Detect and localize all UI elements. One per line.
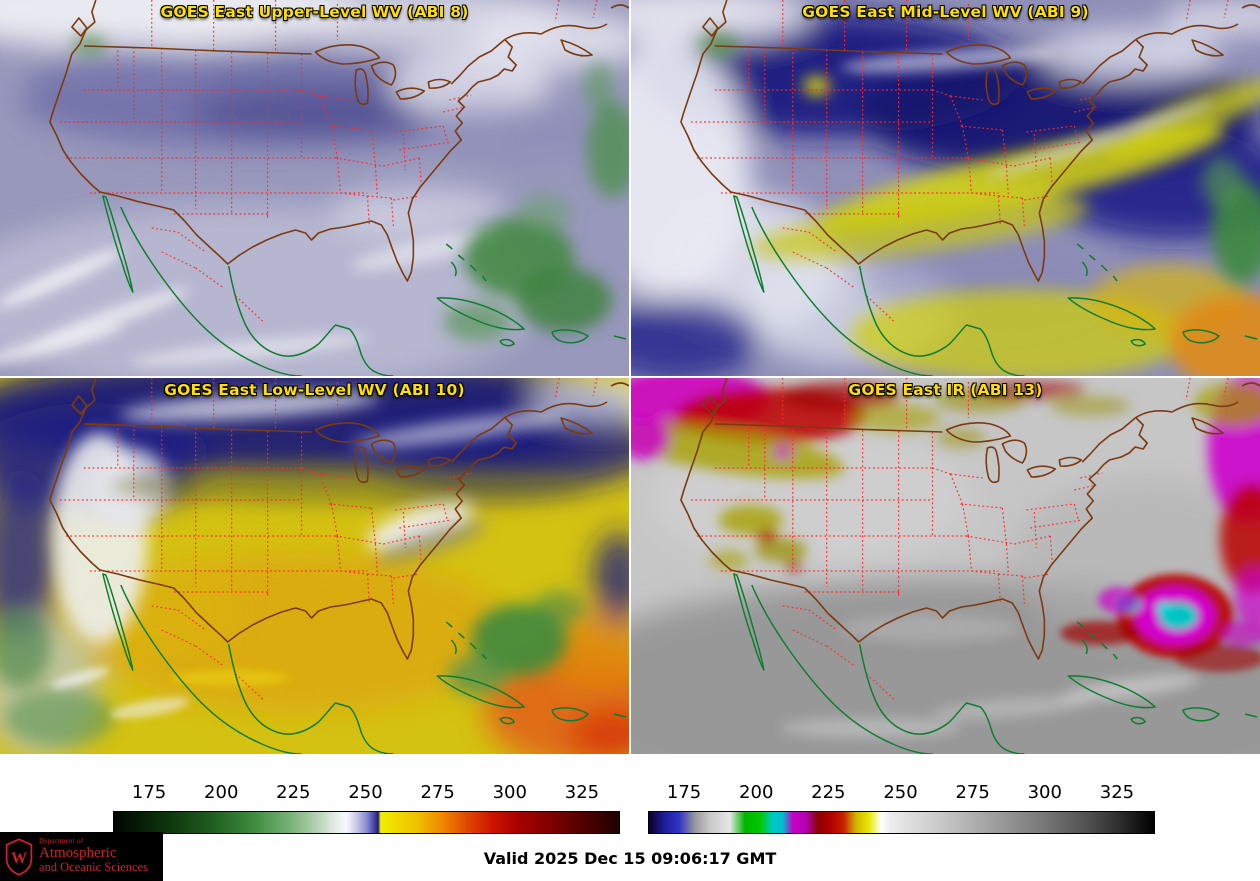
ir-cold-cloud-enhancements bbox=[631, 378, 1260, 628]
wv-cloud-streaks bbox=[0, 229, 508, 367]
tick-label: 250 bbox=[883, 782, 918, 803]
panel-upper-level-wv: GOES East Upper-Level WV (ABI 8) bbox=[0, 0, 629, 376]
ir-satellite-image bbox=[631, 378, 1260, 754]
tick-label: 175 bbox=[131, 782, 167, 803]
ir-grayscale-base bbox=[631, 428, 1260, 754]
terrain-and-cloud-features bbox=[51, 390, 590, 643]
uw-logo-text: Department of Atmospheric and Oceanic Sc… bbox=[39, 837, 148, 875]
panel-ir: GOES East IR (ABI 13) bbox=[631, 378, 1260, 754]
panel-grid: GOES East Upper-Level WV (ABI 8) bbox=[0, 0, 1260, 754]
wv-colorbar-ticks: 175 200 225 250 275 300 325 bbox=[113, 782, 618, 804]
tick-label: 325 bbox=[564, 782, 600, 803]
wv-colorbar bbox=[113, 811, 620, 834]
valid-timestamp: Valid 2025 Dec 15 09:06:17 GMT bbox=[483, 849, 777, 868]
panel-title-low-wv: GOES East Low-Level WV (ABI 10) bbox=[164, 381, 465, 399]
ir-colorbar-ticks: 175 200 225 250 275 300 325 bbox=[648, 782, 1153, 804]
tropical-system-cold-tops bbox=[1060, 574, 1260, 672]
wv-moist-navy-blobs bbox=[631, 0, 1260, 376]
tick-label: 200 bbox=[204, 782, 239, 803]
small-cloud-streaks bbox=[51, 667, 290, 719]
uw-crest-icon: W bbox=[5, 837, 33, 876]
panel-title-mid-wv: GOES East Mid-Level WV (ABI 9) bbox=[802, 3, 1089, 21]
panel-title-ir: GOES East IR (ABI 13) bbox=[848, 381, 1043, 399]
tick-label: 225 bbox=[811, 782, 846, 803]
tick-label: 275 bbox=[955, 782, 990, 803]
panel-low-level-wv: GOES East Low-Level WV (ABI 10) bbox=[0, 378, 629, 754]
dry-air-green-patches bbox=[71, 34, 629, 342]
ocean-cloud-streaks bbox=[780, 614, 1200, 738]
wv-cloud-streaks bbox=[840, 47, 1215, 178]
mid-wv-satellite-image bbox=[631, 0, 1260, 376]
panel-title-upper-wv: GOES East Upper-Level WV (ABI 8) bbox=[160, 3, 469, 21]
logo-name-line2: and Oceanic Sciences bbox=[39, 860, 148, 875]
tick-label: 325 bbox=[1099, 782, 1135, 803]
tick-label: 175 bbox=[666, 782, 702, 803]
uw-aos-logo: W Department of Atmospheric and Oceanic … bbox=[0, 832, 163, 881]
ir-colorbar bbox=[648, 811, 1155, 834]
tick-label: 250 bbox=[348, 782, 383, 803]
tick-label: 300 bbox=[1027, 782, 1062, 803]
low-wv-satellite-image bbox=[0, 378, 629, 754]
tick-label: 225 bbox=[276, 782, 311, 803]
upper-wv-satellite-image bbox=[0, 0, 629, 376]
logo-name-line1: Atmospheric bbox=[39, 844, 117, 861]
tick-label: 275 bbox=[420, 782, 455, 803]
crest-letter: W bbox=[11, 850, 27, 867]
dry-air-green-patches bbox=[0, 590, 586, 746]
tick-label: 200 bbox=[739, 782, 774, 803]
wv-cloud-blobs bbox=[0, 0, 629, 376]
tick-label: 300 bbox=[492, 782, 527, 803]
dry-air-green-patches bbox=[698, 33, 1260, 284]
colorbar-footer: 175 200 225 250 275 300 325 175 200 225 … bbox=[0, 754, 1260, 881]
panel-mid-level-wv: GOES East Mid-Level WV (ABI 9) bbox=[631, 0, 1260, 376]
logo-dept-line: Department of bbox=[39, 837, 84, 846]
